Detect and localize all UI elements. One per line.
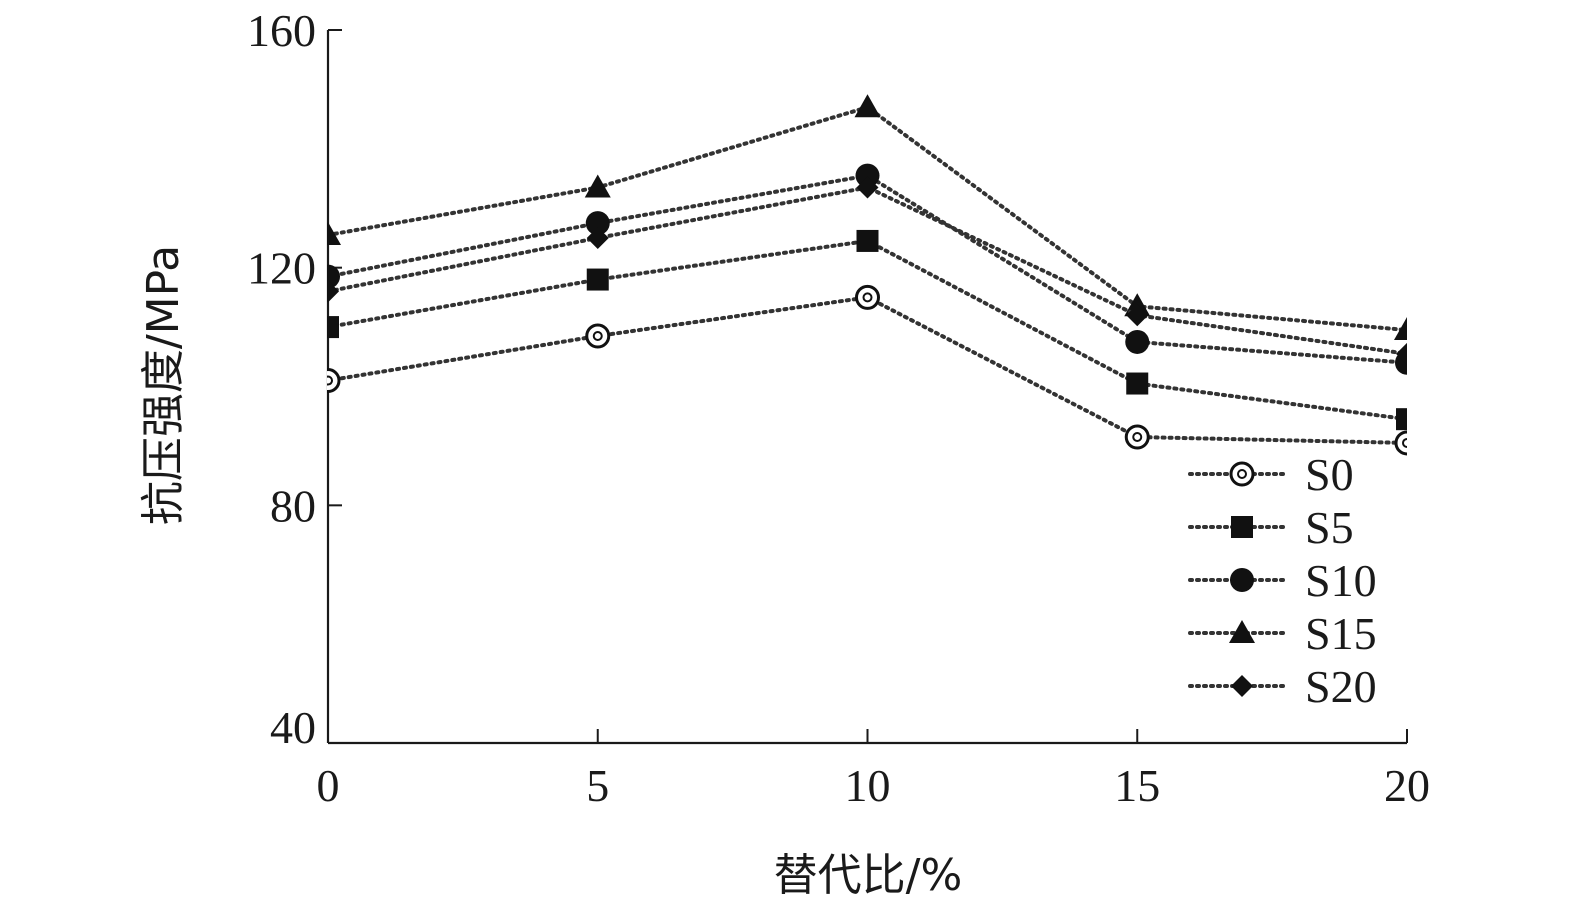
point-S0-5: [585, 323, 611, 349]
y-axis-title: 抗压强度/MPa: [138, 245, 189, 525]
legend-label: S5: [1305, 502, 1354, 553]
point-S5-10: [856, 229, 879, 252]
legend-marker: [1229, 620, 1255, 643]
series-line-S5: [327, 238, 1407, 422]
point-S10-0: [327, 264, 340, 289]
legend-marker: [1231, 516, 1253, 538]
point-S5-0: [327, 316, 339, 339]
point-S5-5: [586, 268, 609, 291]
legend-item-S5: S5: [1188, 502, 1354, 553]
point-S0-10: [855, 284, 880, 310]
legend-item-S15: S15: [1188, 608, 1377, 659]
point-S15-10: [854, 94, 881, 118]
series-line-S20: [327, 185, 1407, 356]
series-S0: [327, 284, 1407, 456]
series-S5: [327, 229, 1407, 431]
point-S10-15: [1125, 329, 1150, 354]
series-line-S10: [327, 173, 1407, 365]
x-tick-label: 15: [1114, 760, 1160, 811]
series-S20: [327, 176, 1407, 365]
x-axis-title: 替代比/%: [774, 850, 963, 901]
point-S0-20-dot: [1402, 437, 1407, 448]
point-S0-0-dot: [327, 375, 333, 386]
legend-marker: [1229, 461, 1255, 487]
legend-item-S0: S0: [1188, 449, 1354, 500]
axes: 40 80 120 160 0 5 10 15 20: [247, 5, 1430, 811]
legend-label: S0: [1305, 449, 1354, 500]
legend-marker-dot: [1237, 469, 1247, 479]
point-S0-20-ring: [1394, 430, 1407, 456]
point-S0-10-dot: [862, 292, 873, 303]
y-tick-label: 160: [247, 5, 316, 56]
point-S20-10: [856, 176, 879, 199]
y-tick-label: 120: [247, 243, 316, 294]
x-tick-label: 0: [317, 760, 340, 811]
y-tick-label: 80: [270, 480, 316, 531]
series-line-S0: [327, 295, 1407, 445]
point-S0-20: [1394, 430, 1407, 456]
point-S20-15: [1126, 304, 1149, 327]
point-S0-5-dot: [592, 330, 603, 341]
legend-item-S20: S20: [1188, 661, 1377, 712]
legend-marker: [1231, 675, 1253, 697]
point-S15-0: [327, 221, 341, 245]
point-S5-15: [1126, 372, 1149, 395]
y-tick-label: 40: [270, 702, 316, 753]
point-S0-15: [1124, 424, 1150, 450]
x-tick-label: 20: [1384, 760, 1430, 811]
point-S10-5: [585, 211, 610, 236]
point-S0-15-dot: [1132, 432, 1143, 443]
legend-label: S15: [1305, 608, 1377, 659]
point-S10-10: [855, 163, 880, 188]
point-S0-0: [327, 368, 341, 394]
legend-item-S10: S10: [1188, 555, 1377, 606]
legend-marker: [1230, 568, 1254, 592]
point-S5-20: [1396, 408, 1407, 431]
point-S15-5: [584, 174, 611, 198]
point-S20-20: [1396, 342, 1407, 365]
series-layer: [327, 94, 1407, 456]
series-S10: [327, 163, 1407, 375]
x-tick-label: 10: [845, 760, 891, 811]
x-tick-label: 5: [586, 760, 609, 811]
point-S20-5: [586, 226, 609, 249]
legend-label: S10: [1305, 555, 1377, 606]
legend-label: S20: [1305, 661, 1377, 712]
point-S20-0: [327, 280, 339, 303]
point-S15-20: [1394, 317, 1407, 341]
